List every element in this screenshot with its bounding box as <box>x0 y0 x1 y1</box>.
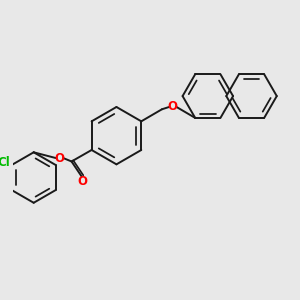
Text: O: O <box>77 175 87 188</box>
Text: O: O <box>168 100 178 113</box>
Text: Cl: Cl <box>0 156 10 169</box>
Text: O: O <box>55 152 64 164</box>
